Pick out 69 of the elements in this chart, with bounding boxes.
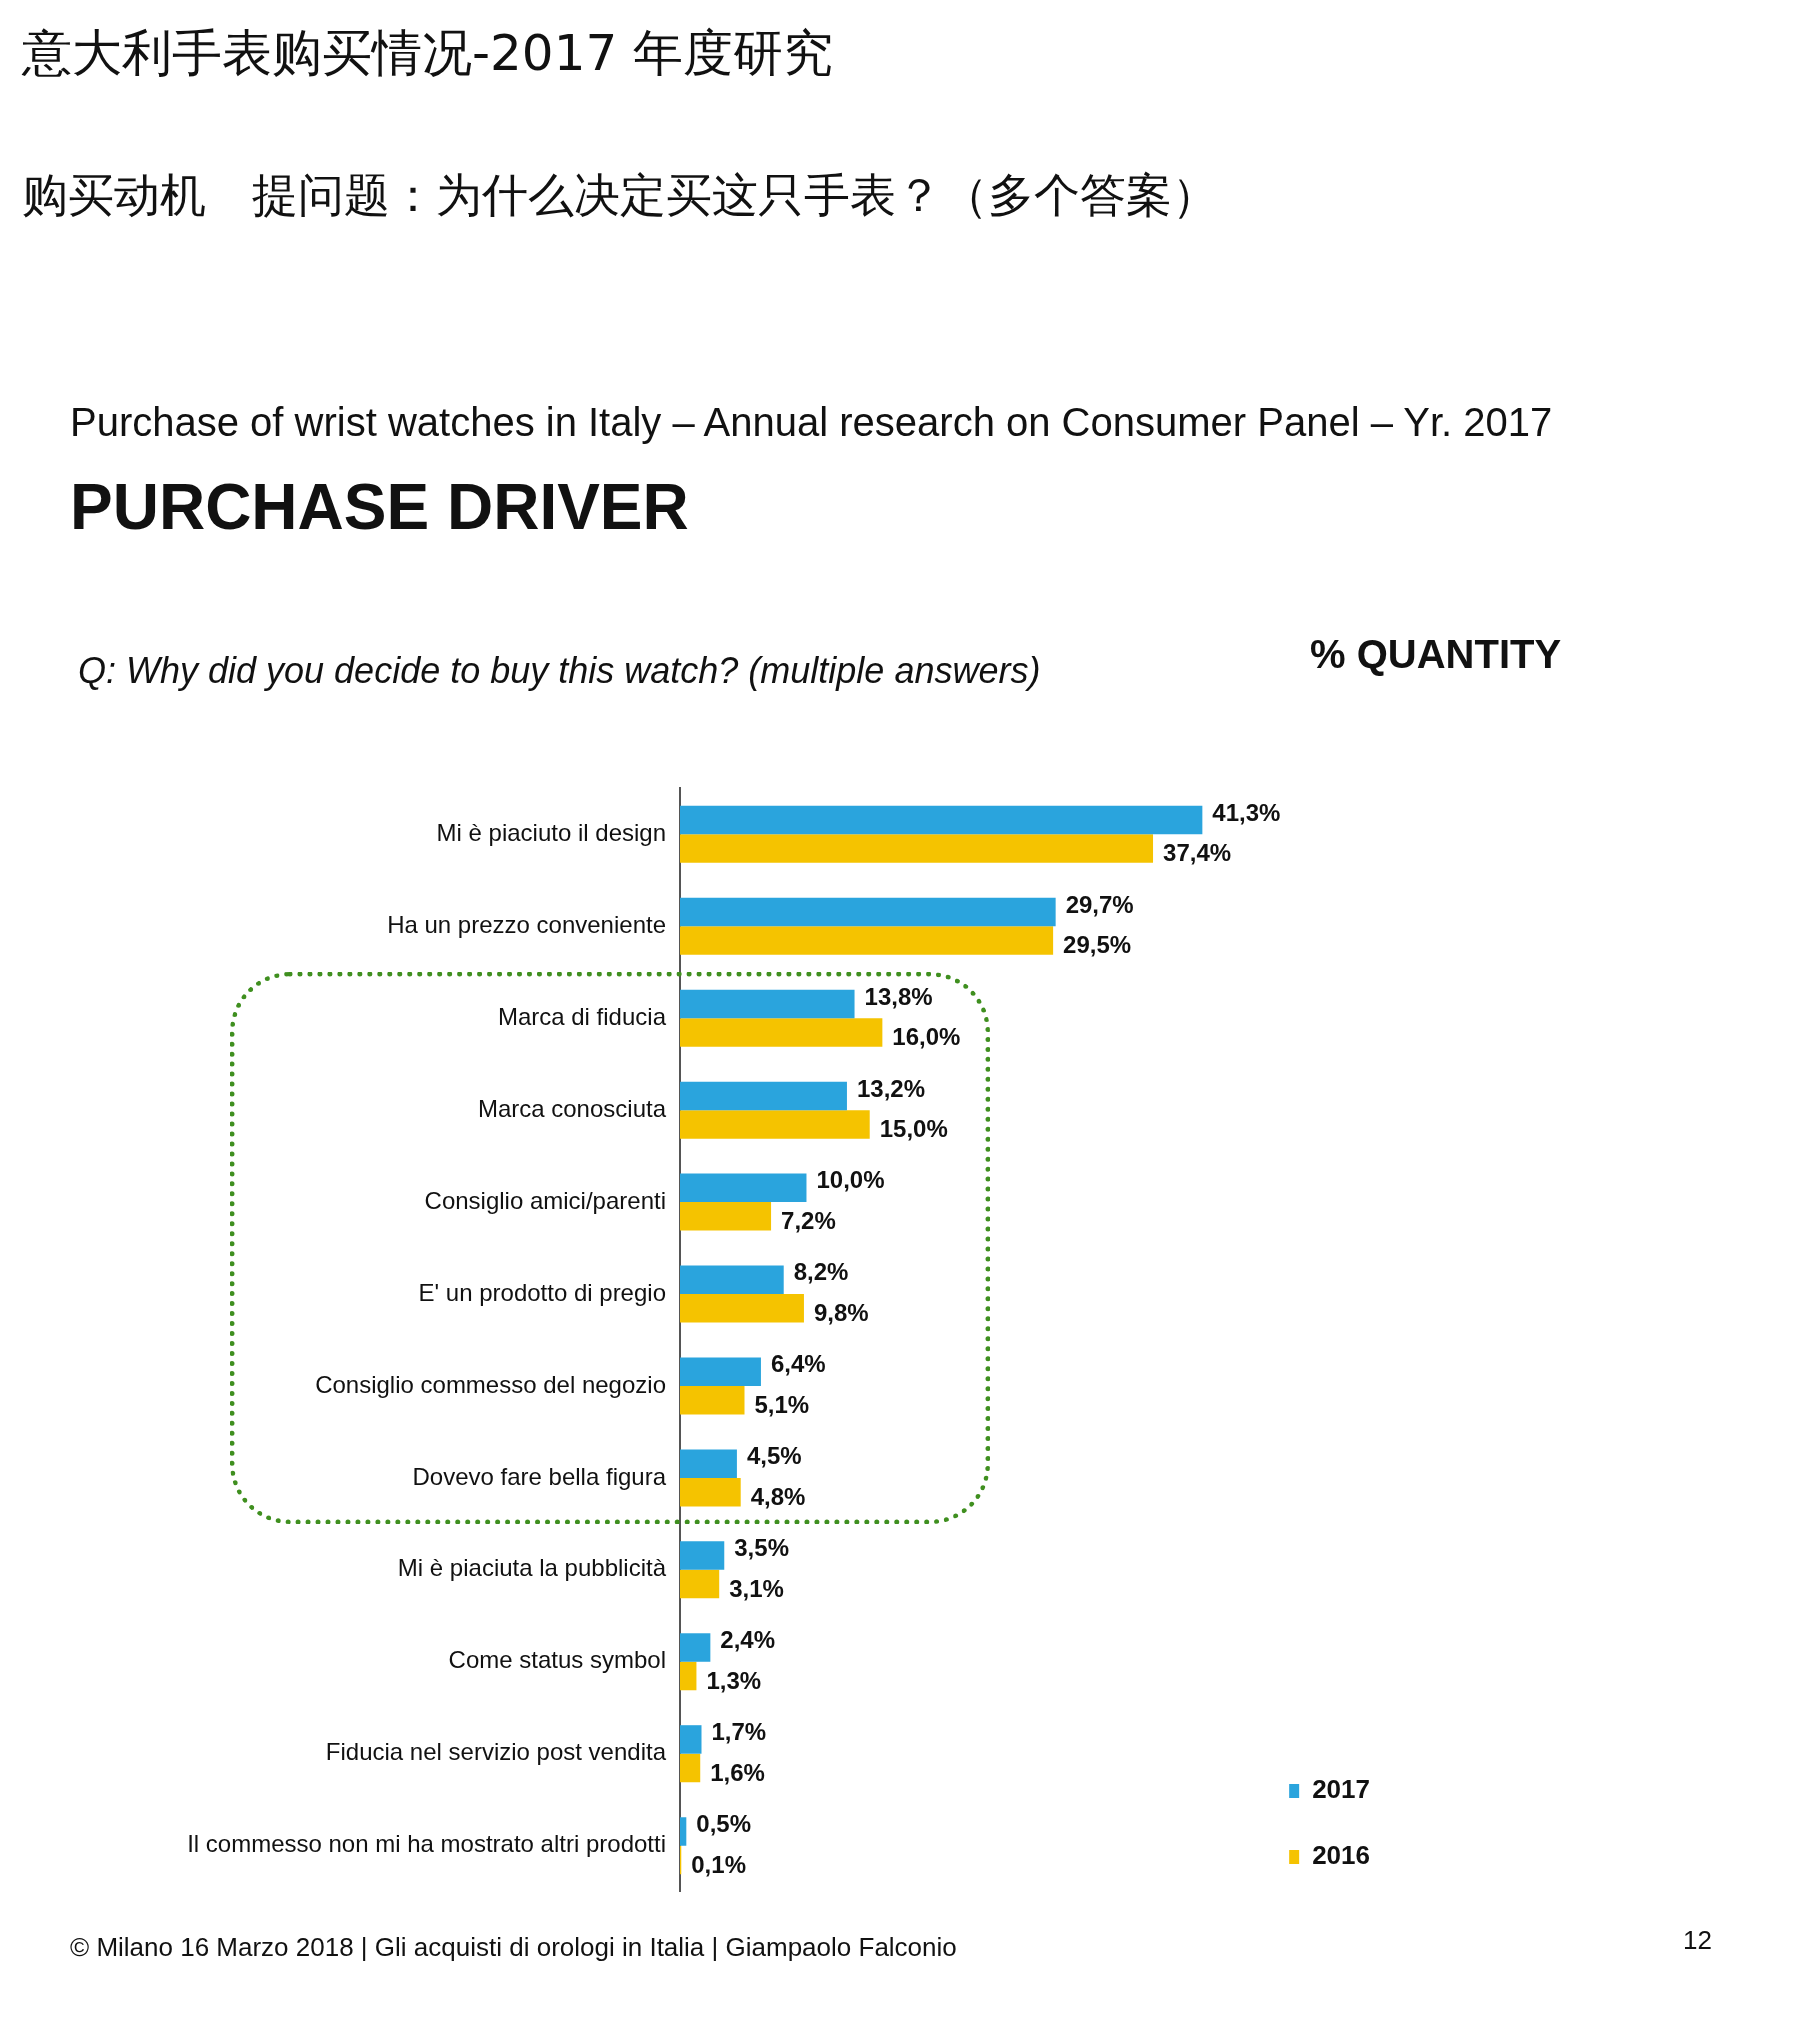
y-tick-label: Come status symbol [448,1646,666,1674]
bar [680,1753,701,1783]
bar [680,805,1203,835]
bar [680,1541,725,1570]
bar [680,1449,737,1478]
data-label: 13,8% [864,982,933,1010]
data-label: 0,5% [696,1810,752,1838]
y-tick-label: Consiglio commesso del negozio [315,1370,666,1398]
bar [680,1725,702,1754]
data-label: 29,7% [1065,890,1134,918]
y-tick-label: Mi è piaciuto il design [436,818,666,846]
y-tick-label: Marca conosciuta [477,1094,667,1122]
text: © Milano 16 Marzo 2018 | Gli acquisti di orologi in Italia | Giampaolo Falconio [70,1932,957,1963]
data-label: 5,1% [754,1390,810,1418]
data-label: 6,4% [770,1350,826,1378]
bar [680,1173,807,1203]
bar [680,1817,687,1846]
data-label: 4,5% [746,1442,802,1470]
chart-title: 意大利手表购买情况-2017 年度研究 [22,23,834,84]
data-label: 0,1% [691,1850,746,1878]
data-label: 9,8% [813,1298,869,1326]
bar [680,1385,745,1415]
bar [680,1357,761,1386]
bar [680,1110,870,1139]
bar [680,1081,847,1111]
bar [680,1477,741,1507]
y-tick-label: Mi è piaciuta la pubblicità [397,1554,667,1582]
bar [680,1294,804,1323]
y-tick-label: Dovevo fare bella figura [412,1462,667,1490]
data-label: 7,2% [781,1206,836,1234]
data-label: 41,3% [1212,798,1281,826]
y-tick-label: E' un prodotto di pregio [418,1278,666,1306]
data-label: 1,7% [711,1718,767,1746]
legend-label: 2016 [1312,1840,1370,1871]
legend-label: 2017 [1312,1774,1370,1805]
y-tick-label: Marca di fiducia [497,1002,667,1030]
data-label: 4,8% [750,1482,806,1510]
data-label: 15,0% [879,1115,948,1143]
bar [680,1202,772,1231]
data-label: 16,0% [892,1023,961,1051]
bar [680,926,1054,955]
text: PURCHASE DRIVER [70,470,689,544]
bar [680,1018,883,1047]
text: % QUANTITY [1310,632,1562,677]
data-label: 1,3% [706,1666,762,1694]
data-label: 3,1% [729,1574,784,1602]
y-tick-label: Ha un prezzo conveniente [387,910,666,938]
text: Purchase of wrist watches in Italy – Annual research on Consumer Panel – Yr. 2017 [70,400,1553,445]
bar [680,989,855,1019]
chart-subtitle: 购买动机 提问题：为什么决定买这只手表？（多个答案） [22,167,1218,224]
bar [680,834,1154,863]
data-label: 1,6% [710,1758,765,1786]
bar [680,1265,784,1295]
y-tick-label: Il commesso non mi ha mostrato altri prodotti [187,1830,666,1858]
bar [680,897,1056,927]
y-tick-label: Fiducia nel servizio post vendita [325,1738,667,1766]
data-label: 29,5% [1063,931,1132,959]
data-label: 10,0% [816,1166,885,1194]
data-label: 8,2% [793,1258,849,1286]
data-label: 3,5% [734,1534,789,1562]
bar [680,1569,720,1599]
y-tick-label: Consiglio amici/parenti [424,1186,666,1214]
data-label: 37,4% [1163,839,1232,867]
data-label: 2,4% [720,1626,776,1654]
data-label: 13,2% [856,1074,926,1102]
text: Q: Why did you decide to buy this watch? (multiple answers) [78,650,1041,692]
bar [680,1661,697,1691]
bar [680,1633,711,1662]
text: 12 [1683,1925,1712,1956]
